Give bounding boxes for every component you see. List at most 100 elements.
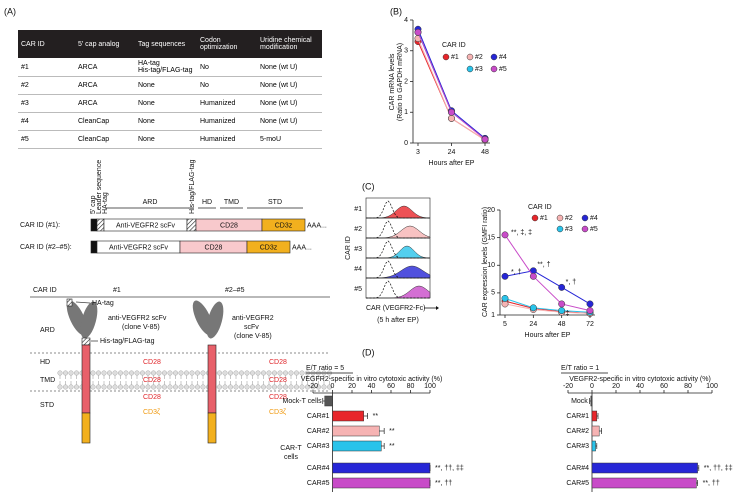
table-cell: No — [197, 58, 257, 77]
bar — [591, 440, 596, 452]
lipid-head — [183, 384, 189, 390]
bar — [332, 477, 431, 489]
lipid-head — [161, 384, 167, 390]
data-point — [529, 304, 537, 312]
chart-title: E/T ratio = 1 — [561, 365, 599, 372]
histogram-sample — [366, 205, 431, 219]
legend-marker — [581, 225, 589, 233]
x-tick-label: 100 — [706, 383, 718, 390]
legend-marker — [490, 53, 498, 61]
bar — [332, 410, 364, 422]
y-tick-label: CAR#2 — [307, 428, 330, 435]
lipid-head — [150, 370, 156, 376]
scfv-domain — [80, 301, 98, 339]
significance-label: **, † — [537, 262, 550, 269]
cell-line: HA-tag — [138, 60, 160, 67]
data-point — [481, 135, 489, 143]
data-point — [501, 272, 509, 280]
tag-label: His-tag/FLAG-tag — [100, 338, 155, 345]
header-cell: CAR ID — [18, 30, 75, 58]
legend-label: #4 — [590, 215, 598, 222]
bar — [591, 462, 698, 474]
domain-label: TMD — [40, 377, 55, 384]
schematic-header: #2–#5 — [225, 287, 245, 294]
schematic-header: #1 — [113, 287, 121, 294]
lipid-head — [310, 384, 316, 390]
lipid-head — [101, 370, 107, 376]
domain-label: HD — [202, 199, 212, 206]
x-tick-label: 0 — [331, 383, 335, 390]
lipid-head — [294, 384, 300, 390]
construct-id: CAR ID (#2–#5): — [20, 244, 72, 251]
lipid-head — [123, 384, 129, 390]
lipid-head — [128, 370, 134, 376]
scfv-label: (clone V-85) — [122, 324, 160, 331]
lipid-head — [244, 384, 250, 390]
table: CAR ID 5' cap analog Tag sequences Codon op… — [18, 30, 322, 149]
y-tick-label: CAR#4 — [566, 465, 589, 472]
lipid-head — [161, 370, 167, 376]
y-axis-label: (Ratio to GAPDH mRNA) — [397, 43, 404, 121]
x-axis-label: VEGFR2-specific in vitro cytotoxic activ… — [301, 376, 443, 383]
legend-label: #4 — [499, 54, 507, 61]
x-tick-label: 0 — [590, 383, 594, 390]
legend-title: CAR ID — [442, 42, 466, 49]
histogram-sample — [366, 285, 431, 299]
legend-label: #5 — [499, 66, 507, 73]
x-tick-label: -20 — [563, 383, 573, 390]
construct-segment — [246, 240, 291, 254]
table-cell: None (wt U) — [257, 94, 322, 113]
group-label: CAR-T — [280, 445, 302, 452]
y-axis-label: CAR expression levels (GMFI ratio) — [482, 207, 489, 317]
lipid-head — [178, 370, 184, 376]
polya-label: AAA... — [307, 222, 327, 229]
x-tick-label: 60 — [660, 383, 668, 390]
segment-label: CD28 — [205, 244, 223, 251]
histogram-ylabel: CAR ID — [345, 236, 352, 260]
lipid-head — [57, 384, 63, 390]
table-cell: None — [135, 76, 197, 95]
construct-segment — [261, 218, 306, 232]
lipid-head — [200, 384, 206, 390]
lipid-head — [145, 370, 151, 376]
x-tick-label: 40 — [636, 383, 644, 390]
lipid-head — [194, 370, 200, 376]
tag-label: HA-tag — [92, 300, 114, 307]
x-axis-label: Hours after EP — [525, 332, 571, 339]
lipid-head — [272, 384, 278, 390]
lipid-head — [233, 384, 239, 390]
lipid-head — [238, 370, 244, 376]
legend-marker — [556, 214, 564, 222]
lipid-head — [73, 384, 79, 390]
panel-label: (B) — [390, 6, 402, 16]
lipid-head — [189, 370, 195, 376]
table-cell: #3 — [18, 94, 75, 113]
legend-marker — [490, 65, 498, 73]
bar — [332, 440, 382, 452]
data-point — [448, 114, 455, 122]
lipid-head — [277, 370, 283, 376]
y-tick-label: CAR#3 — [307, 443, 330, 450]
lipid-head — [167, 370, 173, 376]
lipid-head — [150, 384, 156, 390]
significance-label: **, ††, ‡‡ — [704, 465, 733, 472]
lipid-head — [200, 370, 206, 376]
lipid-head — [156, 384, 162, 390]
stalk-cd3 — [207, 412, 217, 444]
lipid-head — [316, 384, 322, 390]
x-axis-label: Hours after EP — [429, 160, 475, 167]
lipid-head — [167, 384, 173, 390]
construct-label: 5' cap — [90, 195, 97, 214]
y-tick-label: CAR#1 — [566, 413, 589, 420]
panel-label: (C) — [362, 181, 375, 191]
x-tick-label: 80 — [684, 383, 692, 390]
x-tick-label: 72 — [586, 321, 594, 328]
scfv-label: (clone V-85) — [234, 333, 272, 340]
legend-label: #2 — [475, 54, 483, 61]
data-point — [448, 108, 455, 116]
lipid-head — [244, 370, 250, 376]
schematic-header: CAR ID — [33, 287, 57, 294]
lipid-head — [68, 384, 74, 390]
lipid-head — [90, 384, 96, 390]
